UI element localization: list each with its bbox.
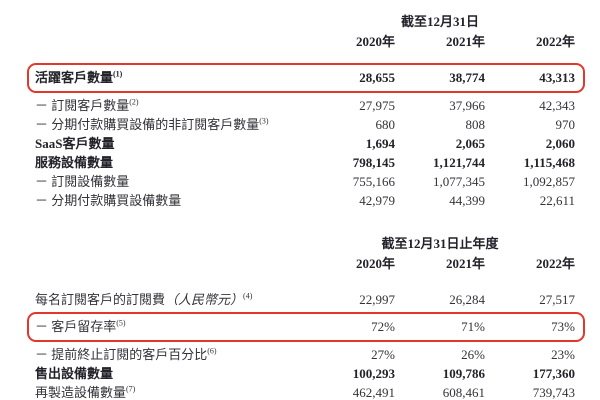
value-cell: 27% <box>371 347 395 362</box>
row-label: 活躍客戶數量(1) <box>35 69 123 85</box>
value-cell: 28,655 <box>359 70 395 85</box>
table-row-early-termination-percentage: － 提前終止訂閱的客戶百分比(6) 27% 26% 23% <box>35 345 575 364</box>
footnote-marker: (3) <box>259 116 269 126</box>
value-cell: 42,343 <box>539 98 575 113</box>
value-cell: 1,694 <box>365 136 395 151</box>
value-cell: 680 <box>375 117 396 132</box>
row-label: － 訂閱設備數量 <box>35 174 130 189</box>
period-header-row: 截至12月31日止年度 <box>35 234 575 254</box>
row-label: － 分期付款購買設備數量 <box>35 193 182 208</box>
footnote-marker: (6) <box>207 346 217 356</box>
footnote-marker: (1) <box>113 69 123 79</box>
table-row-remanufactured-devices: 再製造設備數量(7) 462,491 608,461 739,743 <box>35 383 575 400</box>
row-label: 再製造設備數量(7) <box>35 384 136 400</box>
footnote-marker: (5) <box>116 318 126 328</box>
value-cell: 22,611 <box>539 193 575 208</box>
table-row-installment-purchased-devices: － 分期付款購買設備數量 42,979 44,399 22,611 <box>35 191 575 210</box>
row-label: 售出設備數量 <box>35 366 114 381</box>
value-cell: 73% <box>551 319 575 334</box>
footnote-marker: (7) <box>126 384 136 394</box>
value-cell: 27,517 <box>539 292 575 307</box>
value-cell: 27,975 <box>359 98 395 113</box>
period-header: 截至12月31日 <box>400 14 479 29</box>
value-cell: 23% <box>551 347 575 362</box>
value-cell: 1,092,857 <box>523 174 575 189</box>
value-cell: 755,166 <box>352 174 395 189</box>
year-header-2022: 2022年 <box>535 256 575 271</box>
year-header-2020: 2020年 <box>355 34 395 49</box>
value-cell: 71% <box>461 319 485 334</box>
period-header-spacer <box>35 12 305 32</box>
year-header-2021: 2021年 <box>445 256 485 271</box>
value-cell: 739,743 <box>532 385 575 400</box>
value-cell: 1,115,468 <box>523 155 575 170</box>
row-label: － 訂閱客戶數量(2) <box>35 97 139 113</box>
row-label: SaaS客戶數量 <box>35 136 115 151</box>
period-header: 截至12月31日止年度 <box>381 236 499 251</box>
value-cell: 608,461 <box>442 385 485 400</box>
value-cell: 42,979 <box>359 193 395 208</box>
value-cell: 2,065 <box>455 136 485 151</box>
table-row-devices-sold: 售出設備數量 100,293 109,786 177,360 <box>35 364 575 383</box>
value-cell: 44,399 <box>449 193 485 208</box>
metrics-table-operating: 截至12月31日 2020年 2021年 2022年 活躍客戶數量(1) 28,… <box>27 12 585 210</box>
year-header-2022: 2022年 <box>535 34 575 49</box>
year-header-row: 2020年 2021年 2022年 <box>35 254 575 273</box>
row-label: － 分期付款購買設備的非訂閱客戶數量(3) <box>35 116 269 132</box>
table-row-subscription-customers: － 訂閱客戶數量(2) 27,975 37,966 42,343 <box>35 96 575 115</box>
value-cell: 808 <box>465 117 486 132</box>
value-cell: 72% <box>371 319 395 334</box>
table-row-subscription-devices: － 訂閱設備數量 755,166 1,077,345 1,092,857 <box>35 172 575 191</box>
value-cell: 22,997 <box>359 292 395 307</box>
metrics-table-subscription: 截至12月31日止年度 2020年 2021年 2022年 每名訂閱客戶的訂閱費… <box>27 234 585 400</box>
row-label: 服務設備數量 <box>35 155 114 170</box>
year-header-2021: 2021年 <box>445 34 485 49</box>
row-label: － 客戶留存率(5) <box>35 318 126 334</box>
table-row-active-customers-highlighted: 活躍客戶數量(1) 28,655 38,774 43,313 <box>27 63 585 93</box>
value-cell: 26,284 <box>449 292 485 307</box>
value-cell: 43,313 <box>539 70 575 85</box>
value-cell: 2,060 <box>545 136 575 151</box>
table-row-saas-customers: SaaS客戶數量 1,694 2,065 2,060 <box>35 134 575 153</box>
value-cell: 177,360 <box>532 366 575 381</box>
value-cell: 970 <box>555 117 576 132</box>
row-label: 每名訂閱客戶的訂閱費（人民幣元）(4) <box>35 291 253 307</box>
year-header-row: 2020年 2021年 2022年 <box>35 32 575 51</box>
table-row-installment-non-subscription-customers: － 分期付款購買設備的非訂閱客戶數量(3) 680 808 970 <box>35 115 575 134</box>
footnote-marker: (4) <box>243 291 253 301</box>
row-label: － 提前終止訂閱的客戶百分比(6) <box>35 346 217 362</box>
footnote-marker: (2) <box>129 97 139 107</box>
period-header-row: 截至12月31日 <box>35 12 575 32</box>
row-label-currency-note: （人民幣元） <box>165 292 244 307</box>
table-row-subscription-fee-per-customer: 每名訂閱客戶的訂閱費（人民幣元）(4) 22,997 26,284 27,517 <box>35 290 575 309</box>
table-row-devices-in-service: 服務設備數量 798,145 1,121,744 1,115,468 <box>35 153 575 172</box>
year-header-2020: 2020年 <box>355 256 395 271</box>
value-cell: 26% <box>461 347 485 362</box>
table-row-customer-retention-rate-highlighted: － 客戶留存率(5) 72% 71% 73% <box>27 312 585 342</box>
period-header-spacer <box>35 234 305 254</box>
value-cell: 1,077,345 <box>433 174 485 189</box>
value-cell: 1,121,744 <box>433 155 485 170</box>
value-cell: 798,145 <box>352 155 395 170</box>
value-cell: 37,966 <box>449 98 485 113</box>
value-cell: 38,774 <box>449 70 485 85</box>
value-cell: 462,491 <box>352 385 395 400</box>
value-cell: 109,786 <box>442 366 485 381</box>
value-cell: 100,293 <box>352 366 395 381</box>
